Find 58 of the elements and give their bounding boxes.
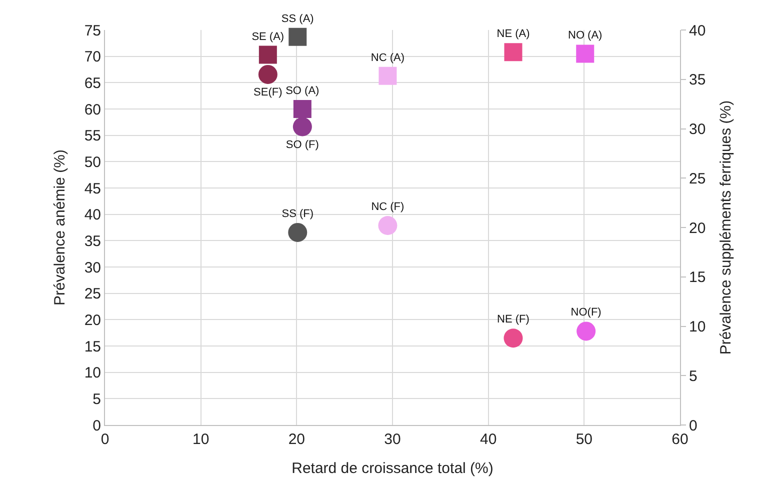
y-tick-label: 55	[84, 128, 101, 145]
point	[504, 43, 522, 62]
data-label: SS (A)	[281, 12, 314, 25]
data-label: NO (A)	[568, 30, 602, 42]
x-axis-title: Retard de croissance total (%)	[292, 460, 494, 477]
y2-tick-label: 15	[689, 269, 706, 286]
y2-tick-label: 10	[689, 318, 706, 336]
point	[378, 66, 397, 85]
x-tick-label: 20	[288, 431, 306, 448]
y2-tick-label: 20	[689, 220, 706, 237]
y-tick-label: 40	[84, 206, 101, 224]
y-tick-label: 65	[84, 74, 101, 92]
x-tick-label: 60	[672, 431, 688, 448]
point	[258, 64, 278, 84]
point	[288, 222, 308, 242]
y2-tick-label: 5	[689, 368, 698, 385]
y-tick-label: 10	[84, 364, 101, 382]
point	[258, 46, 277, 64]
y-tick-label: 20	[84, 312, 101, 329]
y2-tick-label: 35	[689, 72, 706, 89]
x-tick-label: 40	[480, 431, 497, 448]
y2-axis-title: Prévalence suppléments ferriques (%)	[718, 100, 735, 355]
y-tick-label: 30	[84, 259, 101, 276]
data-label: NO(F)	[570, 306, 602, 319]
y-tick-label: 35	[84, 232, 101, 250]
point	[288, 28, 307, 46]
point	[292, 117, 312, 136]
point	[576, 44, 594, 63]
point	[504, 328, 523, 348]
data-label: NC (A)	[370, 52, 405, 64]
y-tick-label: 25	[84, 286, 101, 303]
y-tick-label: 0	[92, 417, 101, 434]
point	[576, 322, 596, 341]
x-tick-label: 30	[384, 431, 401, 448]
y-tick-label: 15	[84, 338, 101, 356]
point	[378, 216, 398, 236]
data-label: SE(F)	[254, 86, 282, 99]
data-label: SO (A)	[286, 85, 320, 97]
data-label: NC (F)	[371, 200, 404, 213]
y-tick-label: 70	[84, 48, 101, 66]
y2-tick-label: 40	[689, 22, 706, 40]
data-label: NE (F)	[497, 313, 530, 326]
y2-tick-label: 30	[689, 121, 706, 138]
point	[293, 100, 312, 118]
x-tick-label: 10	[192, 431, 210, 448]
x-tick-label: 50	[576, 431, 593, 448]
data-label: NE (A)	[496, 28, 530, 40]
data-label: SO (F)	[286, 138, 319, 151]
data-label: SS (F)	[282, 208, 314, 220]
y2-tick-label: 25	[689, 170, 706, 188]
y-tick-label: 45	[84, 180, 101, 198]
y-tick-label: 5	[92, 390, 101, 408]
y-tick-label: 75	[84, 22, 101, 40]
y-tick-label: 60	[84, 101, 101, 118]
y-axis-title: Prévalence anémie (%)	[52, 150, 69, 306]
y2-tick-label: 0	[689, 417, 698, 434]
data-label: SE (A)	[252, 30, 284, 43]
y-tick-label: 50	[84, 154, 101, 171]
